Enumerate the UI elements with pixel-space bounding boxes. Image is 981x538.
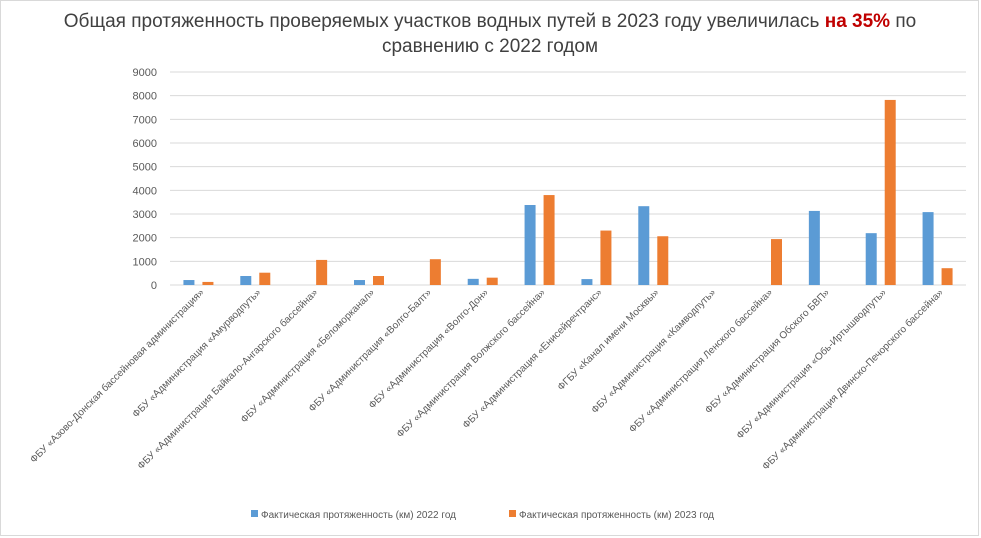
- bar-2023: [884, 99, 896, 285]
- bar-2023: [600, 230, 612, 285]
- bar-2022: [240, 276, 252, 285]
- bar-2023: [543, 195, 555, 285]
- bar-2022: [183, 280, 195, 285]
- chart-title-line2: сравнению с 2022 годом: [381, 36, 599, 57]
- bar-2023: [202, 281, 214, 285]
- chart-title-line1: Общая протяженность проверяемых участков…: [60, 10, 920, 34]
- x-tick-label: ФБУ «Администрация «Камводпуть»: [590, 287, 719, 416]
- bar-2023: [373, 276, 384, 285]
- bar-2022: [922, 212, 934, 285]
- y-tick-label: 9000: [133, 67, 157, 79]
- x-tick-label: ФБУ «Администрация «Амурводпуть»: [131, 287, 264, 420]
- y-tick-label: 2000: [133, 233, 157, 245]
- bar-2023: [429, 259, 441, 285]
- title-prefix: Общая протяженность проверяемых участков…: [63, 11, 825, 32]
- bar-2022: [638, 206, 650, 285]
- x-tick-label: ФБУ «Администрация Обского БВП»: [703, 286, 833, 416]
- x-tick-label: ФБУ «Администрация «Волго-Дон»: [367, 287, 491, 411]
- legend-label-2023: Фактическая протяженность (км) 2023 год: [519, 510, 714, 521]
- title-highlight: на 35%: [824, 11, 891, 32]
- y-tick-label: 8000: [133, 91, 157, 103]
- bar-2022: [524, 205, 536, 285]
- bar-2023: [316, 259, 328, 285]
- title-suffix: по: [890, 11, 917, 32]
- bar-2023: [259, 272, 271, 285]
- bar-2023: [657, 236, 669, 285]
- y-tick-label: 6000: [133, 138, 157, 150]
- y-tick-label: 4000: [133, 185, 157, 197]
- bar-2023: [941, 268, 953, 285]
- x-tick-label: ФГБУ «Канал имени Москвы»: [556, 287, 662, 393]
- bar-2022: [808, 210, 820, 285]
- bar-2023: [486, 277, 498, 285]
- bar-2022: [467, 278, 479, 285]
- bar-2022: [865, 233, 877, 285]
- y-tick-label: 3000: [133, 209, 157, 221]
- y-tick-label: 0: [151, 280, 157, 292]
- bar-2023: [771, 239, 782, 285]
- bar-2022: [581, 279, 593, 285]
- legend-swatch-2023: [509, 510, 516, 517]
- y-tick-label: 1000: [133, 256, 157, 268]
- legend-swatch-2022: [251, 510, 258, 517]
- bar-2022: [354, 280, 365, 285]
- y-tick-label: 5000: [133, 162, 157, 174]
- x-tick-label: ФБУ «Администрация «Волго-Балт»: [307, 287, 434, 414]
- y-tick-label: 7000: [133, 114, 157, 126]
- legend-label-2022: Фактическая протяженность (км) 2022 год: [261, 510, 456, 521]
